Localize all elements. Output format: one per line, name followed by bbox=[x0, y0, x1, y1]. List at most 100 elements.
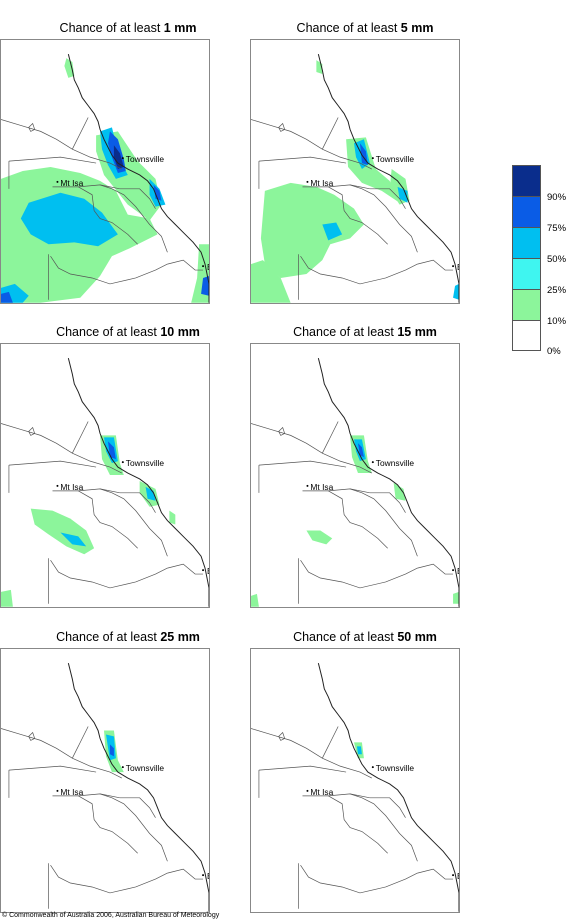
place-marker bbox=[202, 874, 205, 877]
map-svg: Townsville Mt Isa BRIS bbox=[251, 358, 459, 607]
legend-tick-75: 75% bbox=[547, 223, 567, 234]
place-label-brisbane: BRIS bbox=[207, 262, 209, 272]
district-boundary bbox=[322, 726, 339, 759]
place-marker bbox=[371, 766, 374, 769]
district-boundary bbox=[119, 492, 156, 513]
place-marker bbox=[452, 265, 455, 268]
lake-outline bbox=[28, 731, 36, 741]
map-panel-1mm: Townsville Mt Isa BRIS bbox=[0, 39, 210, 304]
place-marker bbox=[452, 569, 455, 572]
map-svg: Townsville Mt Isa BRIS bbox=[1, 358, 209, 607]
district-boundary bbox=[417, 868, 454, 880]
district-boundary bbox=[349, 184, 418, 253]
district-boundary bbox=[99, 488, 168, 557]
rainfall-probability-area bbox=[397, 186, 408, 203]
map-svg: Townsville Mt Isa BRIS bbox=[1, 54, 209, 303]
lake-outline bbox=[278, 426, 286, 436]
rainfall-probability-area bbox=[346, 137, 400, 203]
place-marker bbox=[202, 569, 205, 572]
rainfall-probability-area bbox=[393, 482, 406, 501]
district-boundary bbox=[78, 490, 138, 549]
place-label-townsville: Townsville bbox=[126, 154, 165, 164]
district-boundary bbox=[72, 726, 89, 759]
district-boundary bbox=[50, 255, 168, 285]
place-label-mt-isa: Mt Isa bbox=[310, 787, 333, 797]
place-marker bbox=[452, 874, 455, 877]
coastline bbox=[67, 54, 209, 303]
rainfall-probability-area bbox=[306, 530, 333, 545]
probability-legend: 90% 75% 50% 25% 10% 0% bbox=[512, 165, 566, 357]
map-panel-50mm: Townsville Mt Isa BRIS bbox=[250, 648, 460, 913]
district-boundary bbox=[78, 795, 138, 854]
district-boundary bbox=[167, 563, 204, 575]
rainfall-probability-area bbox=[453, 591, 459, 604]
rainfall-probability-area bbox=[356, 746, 362, 755]
legend-swatch-90 bbox=[512, 165, 541, 196]
place-marker bbox=[306, 789, 309, 792]
rainfall-probability-area bbox=[251, 260, 291, 303]
district-boundary bbox=[119, 797, 156, 818]
district-boundary bbox=[369, 492, 406, 513]
district-boundary bbox=[1, 119, 122, 170]
place-marker bbox=[121, 461, 124, 464]
district-boundary bbox=[8, 460, 97, 468]
rainfall-probability-area bbox=[357, 443, 364, 458]
rainfall-probability-area bbox=[453, 283, 459, 300]
district-boundary bbox=[417, 259, 454, 271]
district-boundary bbox=[300, 559, 418, 589]
rainfall-probability-area bbox=[322, 222, 343, 241]
panel-title-25mm: Chance of at least 25 mm bbox=[56, 630, 200, 644]
panel-title-5mm: Chance of at least 5 mm bbox=[296, 21, 434, 35]
district-boundary bbox=[251, 119, 372, 170]
district-boundary bbox=[328, 186, 388, 245]
legend-swatch-25 bbox=[512, 258, 541, 289]
district-boundary bbox=[300, 255, 418, 285]
coastline bbox=[317, 54, 459, 303]
rainfall-probability-area bbox=[1, 291, 13, 303]
legend-swatch-10 bbox=[512, 289, 541, 320]
map-svg: Townsville Mt Isa BRIS bbox=[1, 663, 209, 912]
place-label-townsville: Townsville bbox=[126, 458, 165, 468]
place-label-townsville: Townsville bbox=[376, 154, 415, 164]
rainfall-probability-area bbox=[260, 182, 364, 278]
panel-title-1mm: Chance of at least 1 mm bbox=[59, 21, 197, 35]
legend-tick-0: 0% bbox=[547, 346, 561, 357]
lake-outline bbox=[278, 731, 286, 741]
district-boundary bbox=[8, 156, 97, 164]
district-boundary bbox=[50, 864, 168, 894]
coastline bbox=[67, 358, 209, 607]
rainfall-probability-area bbox=[30, 508, 95, 555]
district-boundary bbox=[258, 765, 347, 773]
district-boundary bbox=[1, 423, 122, 474]
place-label-townsville: Townsville bbox=[376, 458, 415, 468]
rainfall-probability-area bbox=[60, 532, 87, 547]
lake-outline bbox=[28, 122, 36, 132]
lake-outline bbox=[28, 426, 36, 436]
district-boundary bbox=[302, 793, 370, 799]
coastline bbox=[67, 663, 209, 912]
rainfall-probability-area bbox=[251, 593, 259, 607]
district-boundary bbox=[251, 728, 372, 779]
place-label-townsville: Townsville bbox=[126, 763, 165, 773]
place-marker bbox=[371, 461, 374, 464]
district-boundary bbox=[52, 488, 120, 494]
map-panel-5mm: Townsville Mt Isa BRIS bbox=[250, 39, 460, 304]
district-boundary bbox=[417, 563, 454, 575]
district-boundary bbox=[349, 488, 418, 557]
district-boundary bbox=[52, 184, 120, 190]
district-boundary bbox=[8, 765, 97, 773]
rainfall-probability-area bbox=[153, 184, 162, 201]
panel-title-15mm: Chance of at least 15 mm bbox=[293, 325, 437, 339]
rainfall-probability-area bbox=[169, 510, 176, 525]
place-label-brisbane: BRIS bbox=[457, 262, 459, 272]
legend-tick-25: 25% bbox=[547, 285, 567, 296]
map-svg: Townsville Mt Isa BRIS bbox=[251, 54, 459, 303]
district-boundary bbox=[167, 259, 204, 271]
district-boundary bbox=[52, 793, 120, 799]
place-label-brisbane: BRIS bbox=[207, 871, 209, 881]
district-boundary bbox=[258, 156, 347, 164]
legend-swatch-50 bbox=[512, 227, 541, 258]
district-boundary bbox=[302, 184, 370, 190]
place-label-mt-isa: Mt Isa bbox=[60, 482, 83, 492]
rainfall-probability-area bbox=[109, 744, 114, 757]
